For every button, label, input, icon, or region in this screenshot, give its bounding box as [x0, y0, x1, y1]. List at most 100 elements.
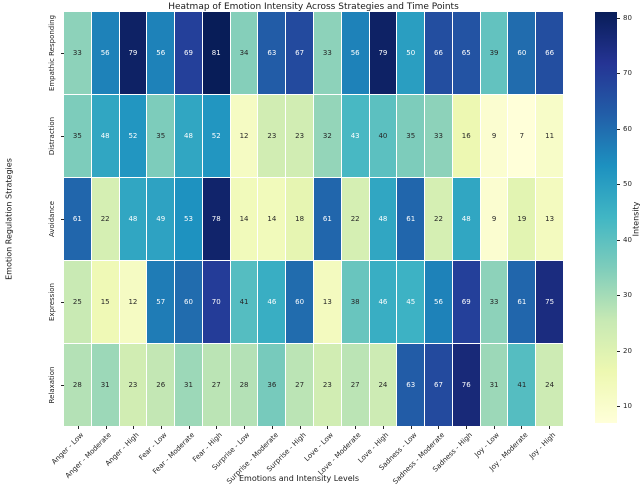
colorbar-tick-mark [617, 295, 620, 297]
cell-value: 40 [378, 131, 388, 140]
heatmap-cell: 35 [397, 95, 425, 177]
x-tick-mark [438, 426, 440, 429]
colorbar-tick-mark [617, 17, 620, 19]
x-tick-mark [465, 426, 467, 429]
cell-value: 23 [322, 380, 332, 389]
heatmap-cell: 48 [119, 178, 147, 260]
cell-value: 11 [545, 131, 555, 140]
cell-value: 48 [128, 214, 138, 223]
heatmap-cell: 23 [258, 95, 286, 177]
colorbar-tick-mark [617, 73, 620, 75]
heatmap-cell: 24 [536, 344, 563, 426]
cell-value: 23 [295, 131, 305, 140]
heatmap-plot-area: 33 56 79 56 69 81 34 63 67 33 56 79 50 66 65 39 60 66 35 48… [64, 12, 563, 426]
heatmap-cell: 23 [286, 95, 313, 177]
cell-value: 9 [491, 131, 497, 140]
heatmap-cell: 67 [286, 12, 313, 94]
heatmap-cell: 31 [175, 344, 202, 426]
heatmap-cell: 40 [369, 95, 397, 177]
cell-value: 46 [378, 297, 388, 306]
heatmap-cell: 53 [175, 178, 202, 260]
heatmap-cell: 15 [91, 261, 119, 343]
cell-value: 67 [434, 380, 443, 389]
x-tick-mark [133, 426, 135, 429]
cell-value: 31 [100, 380, 110, 389]
cell-value: 56 [350, 48, 360, 57]
cell-value: 39 [489, 48, 499, 57]
cell-value: 13 [322, 297, 332, 306]
cell-value: 52 [128, 131, 138, 140]
cell-value: 78 [211, 214, 221, 223]
cell-value: 69 [461, 297, 471, 306]
x-tick-mark [410, 426, 412, 429]
cell-value: 69 [184, 48, 193, 57]
heatmap-cell: 13 [536, 178, 563, 260]
cell-value: 35 [406, 131, 416, 140]
cell-value: 60 [184, 297, 193, 306]
cell-value: 66 [545, 48, 555, 57]
x-tick-mark [382, 426, 384, 429]
cell-value: 41 [517, 380, 527, 389]
cell-value: 27 [295, 380, 305, 389]
heatmap-cell: 28 [230, 344, 258, 426]
heatmap-cell: 13 [314, 261, 341, 343]
colorbar-tick-mark [617, 128, 620, 130]
cell-value: 27 [350, 380, 360, 389]
chart-title: Heatmap of Emotion Intensity Across Stra… [168, 2, 459, 12]
x-tick-mark [244, 426, 246, 429]
cell-value: 46 [267, 297, 277, 306]
heatmap-cell: 39 [480, 12, 508, 94]
cell-value: 33 [489, 297, 499, 306]
cell-value: 76 [461, 380, 471, 389]
colorbar-tick-label: 60 [623, 124, 632, 133]
cell-value: 34 [239, 48, 249, 57]
cell-value: 56 [156, 48, 166, 57]
heatmap-cell: 22 [91, 178, 119, 260]
heatmap-cell: 61 [64, 178, 91, 260]
cell-value: 35 [156, 131, 166, 140]
cell-value: 48 [461, 214, 471, 223]
cell-value: 33 [322, 48, 332, 57]
cell-value: 13 [545, 214, 555, 223]
cell-value: 66 [434, 48, 443, 57]
heatmap-cell: 67 [425, 344, 452, 426]
heatmap-cell: 9 [480, 95, 508, 177]
cell-value: 61 [72, 214, 82, 223]
heatmap-cell: 75 [536, 261, 563, 343]
x-tick-mark [188, 426, 190, 429]
cell-value: 25 [72, 297, 82, 306]
colorbar-tick-label: 40 [623, 235, 632, 244]
heatmap-cell: 26 [147, 344, 175, 426]
x-tick-mark [549, 426, 551, 429]
cell-value: 57 [156, 297, 166, 306]
cell-value: 60 [295, 297, 305, 306]
heatmap-cell: 41 [508, 344, 536, 426]
x-tick-label: Joy - Low [473, 431, 502, 459]
cell-value: 31 [184, 380, 193, 389]
heatmap-cell: 38 [341, 261, 369, 343]
x-tick-mark [105, 426, 107, 429]
cell-value: 26 [156, 380, 166, 389]
heatmap-cell: 60 [508, 12, 536, 94]
cell-value: 19 [517, 214, 527, 223]
heatmap-cell: 49 [147, 178, 175, 260]
cell-value: 32 [322, 131, 332, 140]
heatmap-cell: 43 [341, 95, 369, 177]
cell-value: 22 [350, 214, 360, 223]
cell-value: 22 [100, 214, 110, 223]
heatmap-cell: 12 [119, 261, 147, 343]
heatmap-cell: 52 [119, 95, 147, 177]
cell-value: 9 [491, 214, 497, 223]
heatmap-cell: 50 [397, 12, 425, 94]
cell-value: 49 [156, 214, 166, 223]
heatmap-cell: 7 [508, 95, 536, 177]
x-tick-mark [493, 426, 495, 429]
colorbar-tick-label: 70 [623, 69, 632, 78]
heatmap-cell: 46 [369, 261, 397, 343]
heatmap-cell: 14 [230, 178, 258, 260]
cell-value: 23 [128, 380, 138, 389]
cell-value: 16 [461, 131, 471, 140]
cell-value: 15 [100, 297, 110, 306]
y-tick-label: Distraction [48, 117, 56, 156]
y-tick-mark [61, 53, 64, 55]
